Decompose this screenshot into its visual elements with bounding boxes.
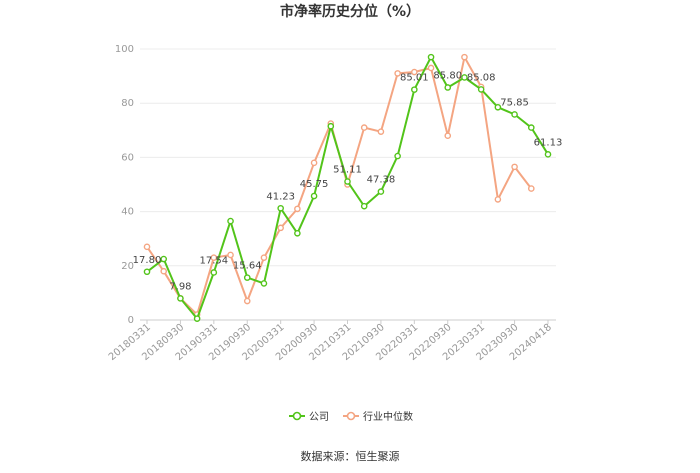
data-point[interactable] xyxy=(427,64,435,72)
legend-item[interactable]: 公司 xyxy=(289,411,329,423)
data-point[interactable] xyxy=(193,315,201,322)
data-point[interactable] xyxy=(277,204,284,212)
x-axis: 2018033120180930201903312019093020200331… xyxy=(107,320,554,363)
y-axis: 0 20 40 60 80 100 xyxy=(115,44,134,326)
y-tick-label: 60 xyxy=(121,152,134,163)
data-point[interactable] xyxy=(360,124,368,131)
data-label: 41.23 xyxy=(266,191,295,202)
data-label: 15.64 xyxy=(233,261,262,272)
data-labels: 17.80 7.98 17.54 15.64 41.23 45.75 51.11 47.38 8… xyxy=(133,70,563,292)
y-tick-label: 80 xyxy=(121,98,134,109)
data-point[interactable] xyxy=(360,202,368,210)
data-label: 45.75 xyxy=(300,179,329,190)
data-point[interactable] xyxy=(377,188,385,195)
data-point[interactable] xyxy=(277,224,284,232)
data-point[interactable] xyxy=(494,103,502,111)
legend-item[interactable]: 行业中位数 xyxy=(343,410,413,423)
grid-lines xyxy=(140,48,556,321)
data-label: 85.80 xyxy=(433,70,462,81)
data-point[interactable] xyxy=(177,295,184,302)
legend-label: 公司 xyxy=(309,412,329,423)
data-point[interactable] xyxy=(494,196,502,203)
data-label: 47.38 xyxy=(367,175,396,186)
data-point[interactable] xyxy=(427,53,435,61)
data-point[interactable] xyxy=(160,267,168,275)
data-point[interactable] xyxy=(294,205,301,213)
chart-title: 市净率历史分位（%） xyxy=(280,3,420,20)
y-tick-label: 20 xyxy=(121,261,134,272)
data-point[interactable] xyxy=(243,297,251,305)
series-line xyxy=(146,56,533,316)
data-point[interactable] xyxy=(411,86,418,93)
data-point[interactable] xyxy=(394,152,401,160)
data-point[interactable] xyxy=(527,124,535,131)
data-point[interactable] xyxy=(227,217,234,225)
data-point[interactable] xyxy=(310,192,318,200)
data-point[interactable] xyxy=(260,254,268,261)
data-label: 85.01 xyxy=(400,73,429,84)
data-point[interactable] xyxy=(444,84,452,91)
legend-swatch-marker xyxy=(292,411,302,421)
data-point[interactable] xyxy=(461,74,468,81)
data-point[interactable] xyxy=(411,68,418,76)
y-tick-label: 0 xyxy=(128,315,134,326)
data-point[interactable] xyxy=(461,53,468,61)
data-label: 75.85 xyxy=(500,97,529,108)
data-label: 85.08 xyxy=(467,72,496,83)
data-point[interactable] xyxy=(310,159,318,167)
data-point[interactable] xyxy=(210,254,218,261)
data-label: 17.54 xyxy=(200,255,229,266)
series-layer xyxy=(143,53,552,322)
data-label: 51.11 xyxy=(333,164,362,175)
data-point[interactable] xyxy=(511,163,518,171)
data-label: 17.80 xyxy=(133,255,162,266)
data-point[interactable] xyxy=(477,86,485,93)
data-point[interactable] xyxy=(210,269,218,276)
data-point[interactable] xyxy=(260,280,268,287)
data-point[interactable] xyxy=(527,185,535,192)
data-label: 7.98 xyxy=(169,281,191,292)
data-point[interactable] xyxy=(544,151,552,158)
data-point[interactable] xyxy=(511,111,518,118)
data-point[interactable] xyxy=(143,243,151,251)
legend[interactable]: 公司 行业中位数 xyxy=(289,410,413,423)
legend-swatch-marker xyxy=(346,411,356,421)
data-point[interactable] xyxy=(444,132,452,140)
source-note: 数据来源：恒生聚源 xyxy=(301,449,400,463)
data-point[interactable] xyxy=(394,70,401,77)
data-label: 61.13 xyxy=(534,137,563,148)
y-tick-label: 40 xyxy=(121,207,134,218)
data-point[interactable] xyxy=(344,178,351,185)
data-point[interactable] xyxy=(160,255,168,263)
legend-label: 行业中位数 xyxy=(363,410,413,423)
data-point[interactable] xyxy=(143,268,151,276)
data-point[interactable] xyxy=(294,229,301,237)
data-point[interactable] xyxy=(227,251,234,259)
data-point[interactable] xyxy=(243,274,251,281)
y-tick-label: 100 xyxy=(115,44,134,55)
data-point[interactable] xyxy=(327,122,335,130)
data-point[interactable] xyxy=(377,128,385,135)
